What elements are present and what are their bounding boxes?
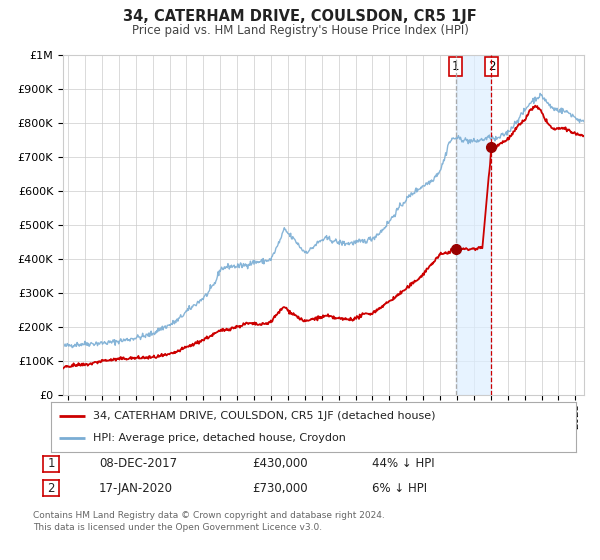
Text: 2: 2 [47, 482, 55, 495]
Text: Price paid vs. HM Land Registry's House Price Index (HPI): Price paid vs. HM Land Registry's House … [131, 24, 469, 36]
Text: 1: 1 [47, 457, 55, 470]
Bar [456, 55, 491, 395]
Text: This data is licensed under the Open Government Licence v3.0.: This data is licensed under the Open Gov… [33, 523, 322, 532]
Text: 2: 2 [488, 60, 495, 73]
Text: 44% ↓ HPI: 44% ↓ HPI [372, 457, 434, 470]
Text: £730,000: £730,000 [252, 482, 308, 495]
Text: 17-JAN-2020: 17-JAN-2020 [99, 482, 173, 495]
Text: 34, CATERHAM DRIVE, COULSDON, CR5 1JF: 34, CATERHAM DRIVE, COULSDON, CR5 1JF [123, 9, 477, 24]
Text: Contains HM Land Registry data © Crown copyright and database right 2024.: Contains HM Land Registry data © Crown c… [33, 511, 385, 520]
Text: 1: 1 [452, 60, 460, 73]
Text: 6% ↓ HPI: 6% ↓ HPI [372, 482, 427, 495]
Text: HPI: Average price, detached house, Croydon: HPI: Average price, detached house, Croy… [93, 433, 346, 444]
Text: 34, CATERHAM DRIVE, COULSDON, CR5 1JF (detached house): 34, CATERHAM DRIVE, COULSDON, CR5 1JF (d… [93, 410, 436, 421]
Text: 08-DEC-2017: 08-DEC-2017 [99, 457, 177, 470]
Text: £430,000: £430,000 [252, 457, 308, 470]
